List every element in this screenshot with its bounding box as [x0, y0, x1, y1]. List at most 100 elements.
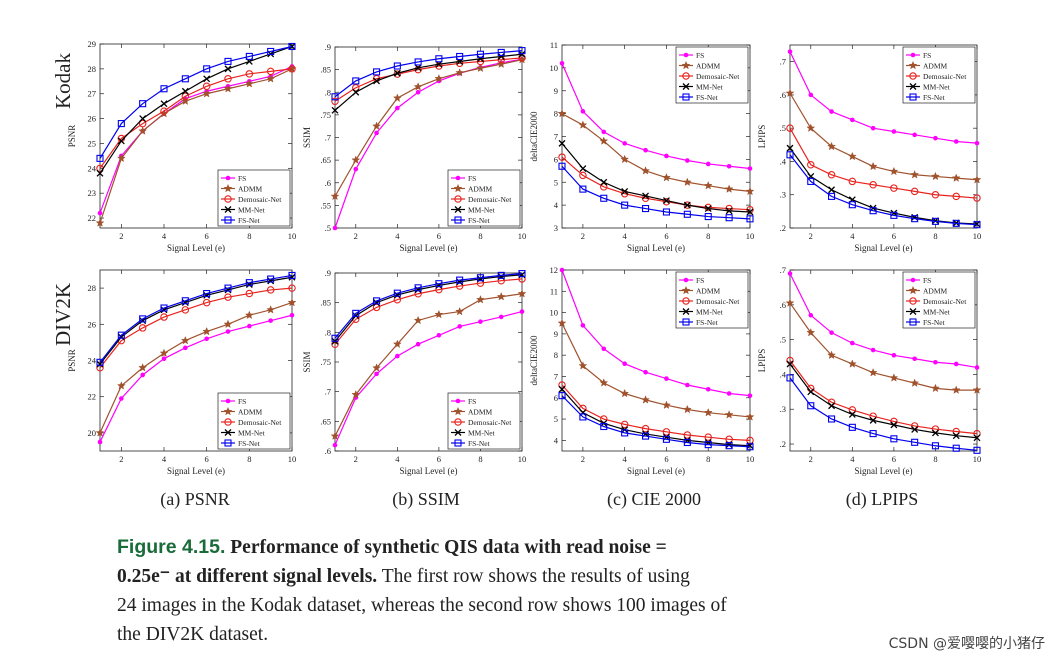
y-tick-label: 28	[88, 64, 97, 74]
data-point-fs-net	[746, 443, 754, 451]
data-point-admm	[95, 428, 105, 437]
legend-label-fs-net: FS-Net	[923, 93, 946, 102]
data-point-mm-net	[828, 402, 836, 410]
series-line-mm-net	[561, 388, 751, 447]
x-tick-label: 2	[354, 231, 358, 241]
legend-label-admm: ADMM	[696, 62, 721, 71]
data-point-demosaic-net	[869, 180, 877, 189]
series-line-demosaic-net	[99, 287, 293, 369]
legend-marker-mm-net	[909, 83, 917, 90]
legend-label-fs: FS	[238, 174, 246, 183]
legend-marker-demosaic-net	[224, 195, 232, 203]
legend-marker-admm	[453, 183, 463, 193]
data-point-fs-net	[558, 392, 566, 400]
data-point-fs	[183, 345, 188, 351]
x-tick-label: 6	[892, 454, 896, 464]
data-point-mm-net	[558, 139, 566, 147]
data-point-fs-net	[352, 77, 360, 85]
x-tick-label: 4	[850, 454, 855, 464]
y-tick-label: .2	[780, 439, 786, 449]
data-point-demosaic-net	[224, 293, 232, 301]
data-point-fs	[705, 386, 711, 392]
x-tick-label: 4	[395, 454, 400, 464]
data-point-fs-net	[139, 100, 147, 108]
y-tick-label: 25	[88, 138, 97, 148]
data-point-admm	[372, 121, 382, 130]
data-point-fs-net	[435, 55, 443, 63]
data-point-admm	[847, 359, 857, 368]
chart-kodak-lpips: .2 .3 .4 .5 .6 .7 2 4 6 8 10 Signal Level (e) LPIPS F…	[757, 44, 982, 253]
series-line-fs	[561, 269, 751, 397]
x-tick-label: 8	[247, 231, 251, 241]
data-point-mm-net	[331, 106, 339, 114]
legend-marker-fs-net	[682, 93, 690, 101]
legend-marker-demosaic-net	[454, 418, 462, 426]
y-tick-label: 4	[554, 200, 559, 210]
data-point-demosaic-net	[600, 183, 608, 191]
data-point-fs	[953, 361, 959, 367]
data-point-demosaic-net	[414, 65, 422, 74]
data-point-mm-net	[579, 165, 587, 172]
chart-div2k-lpips: .2 .3 .4 .5 .6 .7 2 4 6 8 10 Signal Level (e) LPIPS F…	[757, 265, 982, 476]
data-point-demosaic-net	[245, 70, 254, 78]
data-point-fs-net	[435, 280, 443, 288]
legend-label-demosaic-net: Demosaic-Net	[696, 297, 740, 306]
y-tick-label: 9	[554, 86, 558, 96]
data-point-admm	[138, 363, 148, 372]
data-point-admm	[661, 400, 671, 410]
x-tick-label: 2	[119, 231, 123, 241]
data-point-admm	[827, 141, 837, 151]
legend-marker-fs-net	[454, 439, 462, 447]
legend-marker-mm-net	[682, 308, 690, 315]
data-point-demosaic-net	[202, 82, 211, 91]
data-point-demosaic-net	[641, 424, 650, 433]
data-point-mm-net	[600, 178, 608, 186]
y-tick-label: 5	[554, 414, 558, 424]
data-point-demosaic-net	[973, 429, 981, 438]
legend-label-demosaic-net: Demosaic-Net	[468, 418, 512, 427]
data-point-admm	[578, 120, 588, 129]
data-point-demosaic-net	[910, 187, 919, 196]
data-point-fs	[97, 439, 103, 445]
data-point-admm	[972, 175, 982, 184]
data-point-demosaic-net	[558, 153, 566, 161]
data-point-fs-net	[224, 57, 232, 65]
data-point-admm	[599, 378, 609, 387]
x-tick-label: 2	[354, 454, 358, 464]
data-point-demosaic-net	[600, 415, 608, 423]
data-point-fs	[436, 333, 442, 338]
data-point-admm	[889, 373, 899, 382]
legend-label-fs-net: FS-Net	[923, 318, 946, 327]
legend-label-fs: FS	[923, 276, 931, 285]
data-point-admm	[223, 319, 233, 329]
data-point-fs-net	[181, 297, 189, 305]
legend-label-admm: ADMM	[696, 287, 721, 296]
y-tick-label: .5	[780, 335, 786, 345]
data-point-fs-net	[890, 435, 898, 443]
series-line-fs	[789, 51, 978, 144]
data-point-mm-net	[224, 65, 232, 73]
caption-body-line2: The first row shows the results of using	[381, 566, 690, 587]
y-tick-label: 11	[550, 286, 558, 296]
y-tick-label: .4	[780, 369, 787, 379]
data-point-fs-net	[911, 215, 919, 223]
data-point-demosaic-net	[497, 276, 505, 285]
data-point-admm	[116, 381, 126, 390]
data-point-demosaic-net	[181, 306, 190, 314]
data-point-mm-net	[414, 64, 422, 72]
y-tick-label: 26	[88, 114, 97, 124]
data-point-admm	[620, 388, 630, 398]
data-point-demosaic-net	[331, 97, 339, 106]
data-point-fs-net	[725, 442, 733, 450]
data-point-admm	[330, 431, 340, 440]
data-point-admm	[392, 93, 402, 102]
legend-marker-demosaic-net	[682, 297, 690, 305]
data-point-demosaic-net	[662, 428, 671, 436]
y-tick-label: .3	[780, 404, 786, 414]
y-tick-label: .9	[325, 268, 331, 278]
series-line-admm	[334, 59, 523, 197]
data-point-mm-net	[952, 432, 960, 440]
data-point-fs-net	[456, 276, 464, 284]
